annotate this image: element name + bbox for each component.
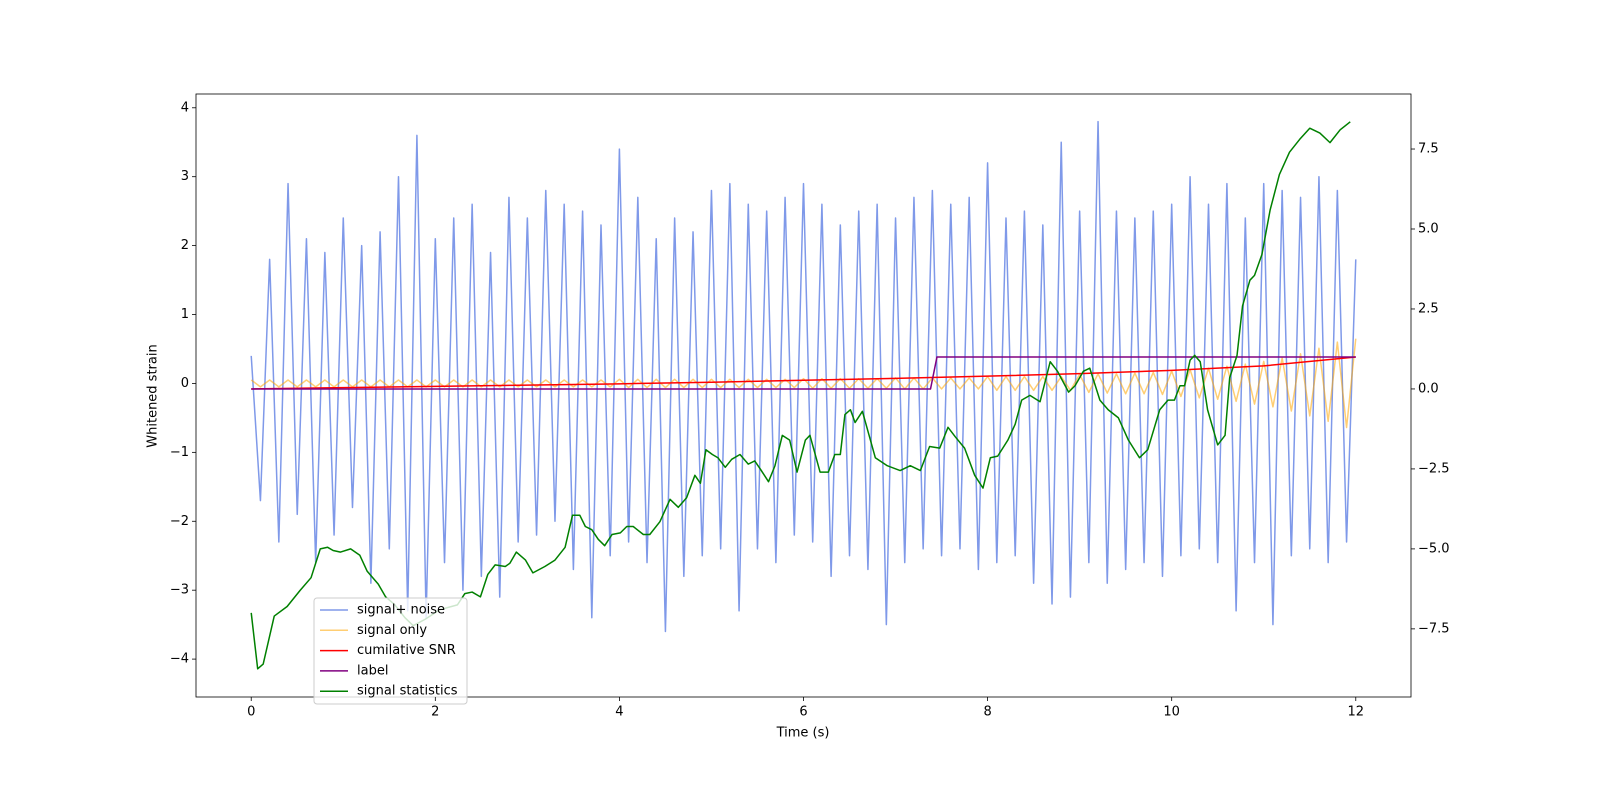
- y2-tick-label: −2.5: [1418, 461, 1450, 476]
- y-tick-label: −4: [170, 652, 189, 667]
- series-line: [250, 121, 1351, 670]
- legend: signal+ noise signal only cumilative SNR la…: [313, 597, 468, 705]
- y-tick-label: 2: [181, 238, 189, 253]
- x-tick-label: 2: [431, 705, 439, 720]
- x-tick-label: 4: [615, 705, 623, 720]
- y2-tick-label: 2.5: [1418, 301, 1439, 316]
- y-tick-label: −3: [170, 583, 189, 598]
- series-line: [251, 356, 1356, 390]
- x-axis-label: Time (s): [776, 726, 830, 741]
- y2-tick-label: 0.0: [1418, 381, 1439, 396]
- y2-tick-label: −5.0: [1418, 541, 1450, 556]
- legend-label: signal+ noise: [357, 603, 445, 618]
- legend-label: cumilative SNR: [357, 643, 456, 658]
- y2-tick-label: 7.5: [1418, 142, 1439, 157]
- y-axis-label: Whitened strain: [146, 344, 161, 447]
- y-tick-label: −1: [170, 445, 189, 460]
- y2-tick-label: 5.0: [1418, 221, 1439, 236]
- y-tick-label: 3: [181, 169, 189, 184]
- x-tick-label: 10: [1163, 705, 1180, 720]
- x-tick-label: 12: [1347, 705, 1364, 720]
- legend-box: [313, 597, 468, 705]
- x-tick-label: 8: [983, 705, 991, 720]
- x-tick-label: 6: [799, 705, 807, 720]
- legend-label: label: [357, 663, 388, 678]
- legend-label: signal only: [357, 623, 427, 638]
- y-tick-label: 1: [181, 307, 189, 322]
- plot-area: [250, 120, 1357, 670]
- legend-label: signal statistics: [357, 684, 458, 699]
- y-tick-label: 4: [181, 100, 189, 115]
- x-tick-label: 0: [247, 705, 255, 720]
- y-tick-label: 0: [181, 376, 189, 391]
- series-line: [251, 356, 1356, 390]
- y-tick-label: −2: [170, 514, 189, 529]
- y2-tick-label: −7.5: [1418, 621, 1450, 636]
- series-line: [250, 338, 1357, 429]
- series-line: [250, 120, 1357, 633]
